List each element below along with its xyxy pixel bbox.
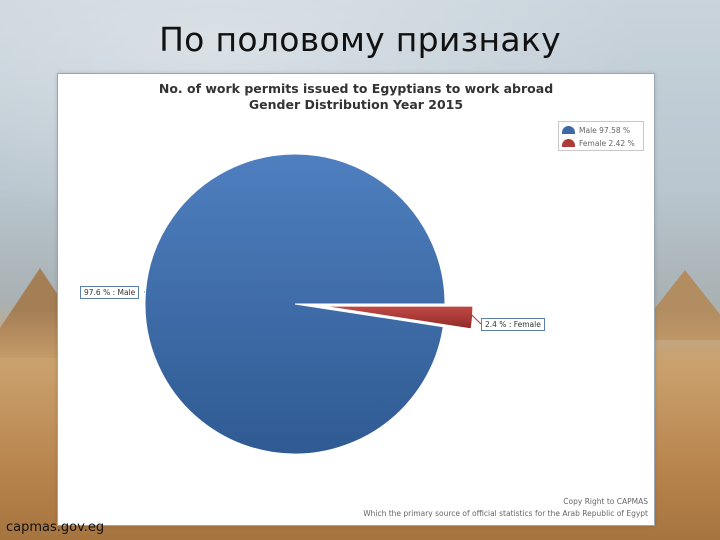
pie-chart <box>144 153 482 455</box>
legend-item-male: Male 97.58 % <box>562 124 630 136</box>
chart-panel: No. of work permits issued to Egyptians … <box>57 73 655 526</box>
pie-slice-male <box>144 153 446 455</box>
source-caption: capmas.gov.eg <box>6 520 105 535</box>
copyright-text: Copy Right to CAPMAS <box>563 497 648 506</box>
legend-swatch-male <box>562 126 575 134</box>
slice-label-male: 97.6 % : Male <box>80 286 140 299</box>
legend-swatch-female <box>562 139 575 147</box>
chart-title: No. of work permits issued to Egyptians … <box>58 81 654 113</box>
leader-line-female <box>470 313 482 325</box>
slide-title: По половому признаку <box>159 20 561 59</box>
chart-legend: Male 97.58 % Female 2.42 % <box>558 121 644 151</box>
tagline-text: Which the primary source of official sta… <box>363 509 648 518</box>
slice-label-female: 2.4 % : Female <box>481 318 545 331</box>
legend-label-male: Male 97.58 % <box>579 125 631 135</box>
legend-item-female: Female 2.42 % <box>562 137 635 149</box>
chart-title-line1: No. of work permits issued to Egyptians … <box>158 81 554 96</box>
chart-title-line2: Gender Distribution Year 2015 <box>248 97 464 112</box>
legend-label-female: Female 2.42 % <box>579 138 635 148</box>
pie-slice-female <box>322 305 474 330</box>
